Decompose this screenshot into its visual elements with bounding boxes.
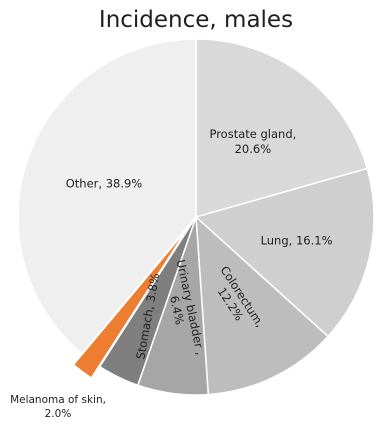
pie-label-melanoma-of-skin: Melanoma of skin, 2.0% <box>10 394 106 420</box>
pie-slice-melanoma-of-skin <box>72 227 189 379</box>
pie-slice-stomach <box>98 216 197 387</box>
chart-title: Incidence, males <box>99 7 293 33</box>
pie-label-other: Other, 38.9% <box>66 177 143 191</box>
pie-slices <box>17 38 375 396</box>
pie-slice-colorectum <box>195 215 330 396</box>
pie-slice-prostate-gland <box>195 38 369 218</box>
pie-label-lung: Lung, 16.1% <box>261 233 333 247</box>
pie-label-prostate-gland: Prostate gland, 20.6% <box>209 127 296 156</box>
pie-slice-other <box>17 38 197 355</box>
pie-slice-lung <box>194 167 375 338</box>
